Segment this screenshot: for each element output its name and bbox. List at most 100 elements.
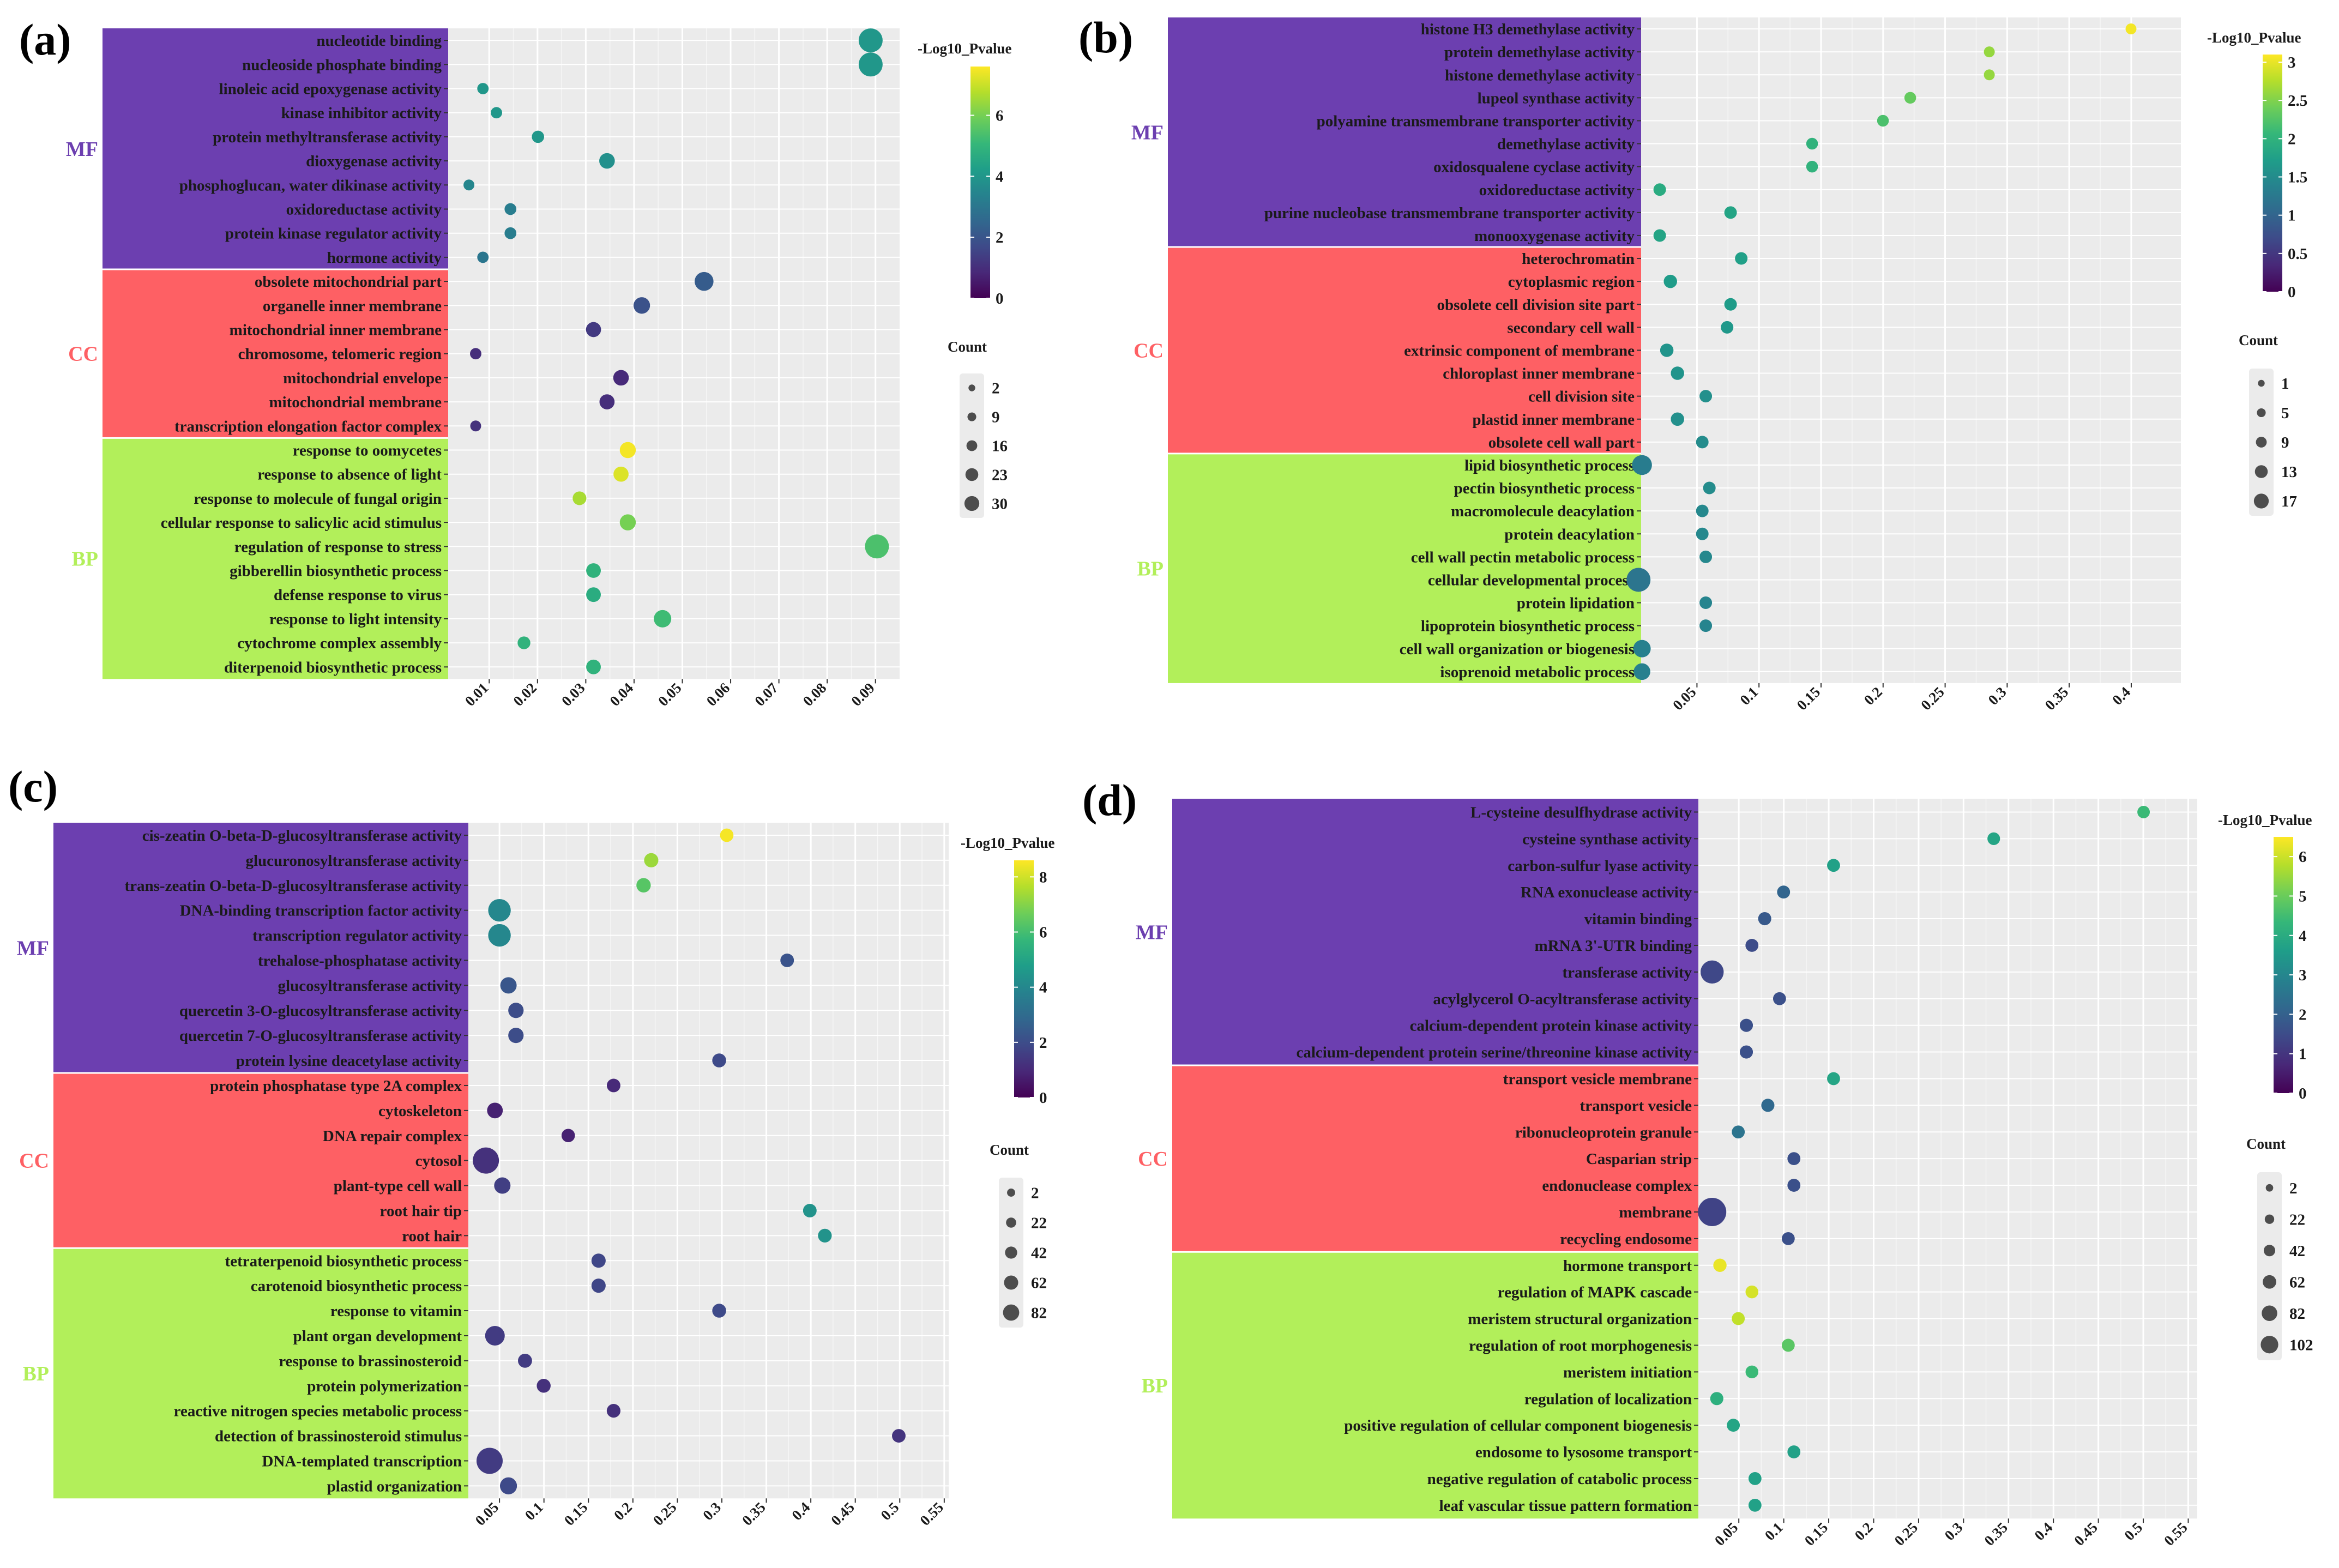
size-legend-dot [1006, 1217, 1016, 1228]
term-label: regulation of MAPK cascade [1498, 1284, 1692, 1301]
data-point [633, 297, 650, 314]
x-tick-label: 0.03 [558, 679, 588, 709]
size-legend-label: 22 [2289, 1211, 2305, 1228]
data-point [858, 28, 883, 53]
category-label-mf: MF [1131, 122, 1164, 144]
x-tick-label: 0.1 [1737, 684, 1761, 708]
term-label: transport vesicle membrane [1503, 1070, 1692, 1088]
term-label: histone H3 demethylase activity [1421, 21, 1635, 38]
term-label: protein polymerization [307, 1378, 462, 1395]
term-label: regulation of response to stress [234, 538, 442, 556]
data-point [644, 853, 659, 867]
term-label: cytoplasmic region [1508, 273, 1635, 291]
term-label: cysteine synthase activity [1522, 830, 1692, 848]
category-band-bp [53, 1248, 468, 1499]
x-tick-label: 0.3 [1985, 684, 2010, 708]
term-label: protein lipidation [1517, 595, 1635, 612]
x-tick-label: 0.35 [1981, 1519, 2011, 1549]
data-point [1663, 274, 1677, 288]
colorbar [970, 67, 990, 298]
data-point [1984, 46, 1995, 58]
data-point [1701, 960, 1724, 984]
size-legend-dot [967, 412, 976, 421]
data-point [1699, 596, 1713, 610]
data-point [1732, 1125, 1745, 1139]
data-point [500, 977, 517, 994]
data-point [1739, 1045, 1753, 1059]
data-point [1761, 1099, 1775, 1112]
term-label: endosome to lysosome transport [1475, 1444, 1692, 1461]
term-label: negative regulation of catabolic process [1427, 1470, 1692, 1488]
term-label: response to oomycetes [293, 442, 442, 460]
term-label: plant organ development [293, 1328, 462, 1345]
x-tick-label: 0.55 [917, 1499, 947, 1529]
size-legend-title: Count [2246, 1136, 2286, 1152]
size-legend-dot [1003, 1304, 1020, 1321]
x-tick-label: 0.09 [848, 679, 878, 709]
term-label: secondary cell wall [1507, 319, 1635, 336]
size-legend-dot [2257, 408, 2266, 418]
x-tick-label: 0.15 [1801, 1519, 1831, 1549]
term-label: monooxygenase activity [1474, 227, 1635, 245]
colorbar-tick-label: 2 [1039, 1034, 1047, 1052]
colorbar-tick-label: 0 [996, 290, 1004, 307]
x-tick-label: 0.2 [1861, 684, 1885, 708]
data-point [695, 272, 714, 291]
data-point [636, 878, 651, 892]
term-label: chloroplast inner membrane [1443, 365, 1635, 383]
term-label: DNA-templated transcription [262, 1452, 462, 1470]
data-point [613, 370, 629, 386]
term-label: nucleoside phosphate binding [242, 56, 442, 74]
data-point [1653, 229, 1666, 242]
x-tick-label: 0.35 [2042, 684, 2072, 714]
size-legend-key [2257, 1172, 2282, 1360]
term-label: meristem initiation [1563, 1364, 1692, 1381]
term-label: glucosyltransferase activity [278, 977, 462, 994]
size-legend-dot [2263, 1275, 2276, 1289]
data-point [1745, 939, 1759, 952]
term-label: cytoskeleton [378, 1102, 462, 1120]
colorbar-tick-label: 2 [996, 229, 1004, 246]
term-label: transcription regulator activity [252, 927, 462, 945]
data-point [1727, 1419, 1740, 1432]
x-tick-label: 0.05 [655, 679, 685, 709]
data-point [1773, 992, 1786, 1005]
colorbar-tick-label: 3 [2299, 967, 2307, 984]
x-tick-label: 0.1 [522, 1499, 546, 1523]
term-label: obsolete cell division site part [1437, 296, 1635, 313]
size-legend-dot [968, 384, 975, 391]
size-legend-label: 62 [1031, 1275, 1047, 1292]
term-label: recycling endosome [1560, 1231, 1692, 1248]
term-label: calcium-dependent protein kinase activit… [1410, 1017, 1692, 1035]
category-label-cc: CC [19, 1150, 49, 1173]
term-label: DNA-binding transcription factor activit… [180, 902, 462, 920]
data-point [517, 636, 531, 649]
term-label: hormone transport [1563, 1257, 1692, 1275]
term-label: protein lysine deacetylase activity [236, 1052, 462, 1070]
data-point [1735, 252, 1748, 265]
term-label: trans-zeatin O-beta-D-glucosyltransferas… [124, 877, 462, 895]
data-point [491, 107, 502, 119]
category-label-bp: BP [1137, 557, 1164, 580]
data-point [780, 954, 794, 967]
data-point [1806, 160, 1818, 173]
data-point [1787, 1152, 1801, 1166]
size-legend-dot [2260, 1336, 2278, 1354]
term-label: glucuronosyltransferase activity [245, 852, 462, 870]
category-label-mf: MF [66, 138, 98, 161]
data-point [1696, 527, 1709, 540]
size-legend-label: 23 [992, 467, 1008, 484]
data-point [1713, 1258, 1727, 1272]
term-label: macromolecule deacylation [1451, 503, 1635, 520]
x-tick-label: 0.3 [1942, 1519, 1966, 1543]
chart-panel-a: (a) MF nucleotide binding nucleoside phosph… [19, 15, 1012, 709]
data-point [591, 1278, 606, 1293]
data-point [1987, 832, 2000, 845]
data-point [1827, 1072, 1840, 1085]
term-label: mitochondrial membrane [269, 394, 442, 411]
data-point [606, 1404, 621, 1418]
size-legend-label: 42 [2289, 1243, 2305, 1260]
x-tick-label: 0.25 [1918, 684, 1948, 714]
data-point [858, 52, 883, 77]
term-label: cell wall pectin metabolic process [1411, 548, 1635, 566]
